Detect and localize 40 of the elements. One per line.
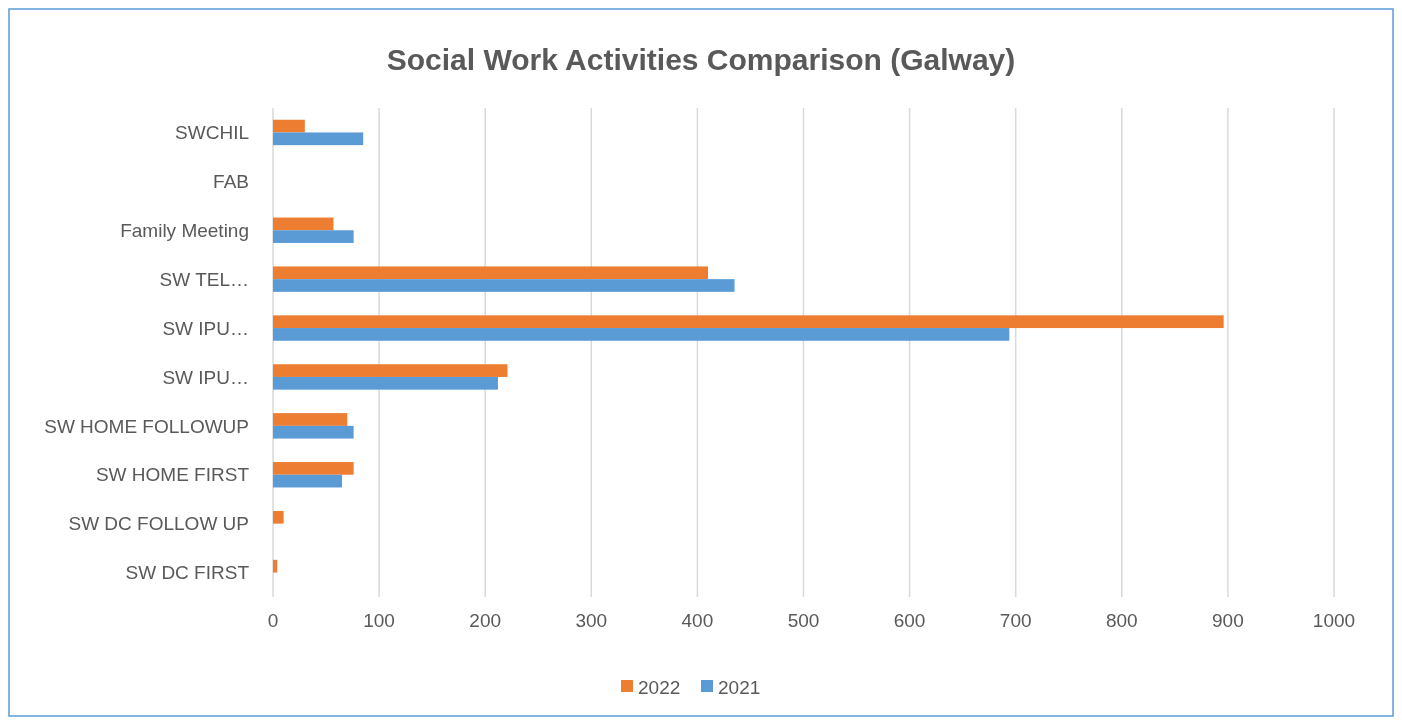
x-tick-label: 700	[999, 610, 1032, 631]
y-tick-label: SW HOME FIRST	[95, 464, 250, 486]
y-tick-label: Family Meeting	[120, 219, 249, 241]
x-tick-label: 100	[363, 610, 395, 631]
bar	[273, 217, 334, 231]
bar	[273, 559, 278, 573]
legend-label: 2021	[718, 676, 761, 698]
x-tick-label: 300	[575, 610, 608, 631]
x-tick-label: 900	[1212, 610, 1244, 631]
x-tick-label: 400	[681, 610, 714, 631]
bar	[273, 119, 305, 133]
bar	[273, 425, 354, 439]
x-tick-label: 200	[469, 610, 502, 631]
y-tick-label: SW IPU…	[162, 317, 249, 339]
bar	[273, 364, 508, 377]
bar	[273, 462, 354, 475]
chart-title: Social Work Activities Comparison (Galway)	[386, 43, 1016, 76]
y-tick-label: SW HOME FOLLOWUP	[44, 415, 249, 437]
bar	[273, 132, 364, 146]
x-tick-label: 0	[267, 610, 279, 631]
y-tick-label: SW IPU…	[162, 366, 249, 388]
y-tick-label: SW TEL…	[159, 268, 249, 290]
y-tick-label: SW DC FOLLOW UP	[68, 513, 249, 535]
bar	[273, 266, 709, 280]
y-tick-label: FAB	[213, 171, 249, 192]
bar	[273, 315, 1224, 329]
bar	[273, 328, 1010, 341]
x-tick-label: 600	[893, 610, 926, 631]
bar	[273, 279, 735, 292]
bar	[273, 230, 354, 243]
bar	[273, 376, 498, 390]
x-tick-label: 500	[787, 610, 820, 631]
bar	[273, 510, 284, 524]
x-tick-label: 800	[1105, 610, 1138, 631]
y-tick-label: SWCHIL	[175, 122, 249, 144]
bar	[273, 413, 348, 426]
x-tick-label: 1000	[1312, 610, 1356, 631]
legend-label: 2022	[638, 676, 681, 698]
bar	[273, 474, 342, 488]
y-tick-label: SW DC FIRST	[125, 562, 250, 584]
